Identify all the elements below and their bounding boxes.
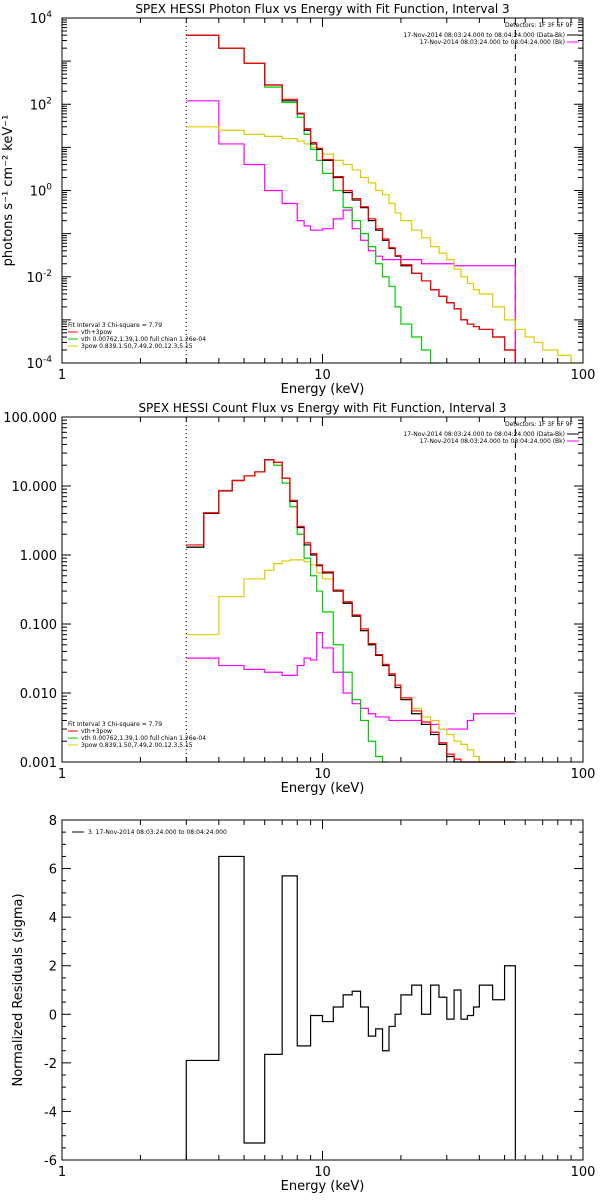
series-line-1: [186, 34, 516, 363]
y-tick-label: 10-4: [26, 355, 52, 372]
y-tick-label: 4: [49, 911, 57, 926]
y-tick-exponent: 2: [46, 96, 52, 106]
legend-label: 17-Nov-2014 08:03:24.000 to 08:04:24.000…: [403, 431, 565, 438]
fit-legend-header: Fit Interval 3 Chi-square = 7.79: [68, 322, 162, 329]
y-tick-label: 8: [49, 814, 57, 829]
fit-legend-label: vth 0.00762,1.39,1.00 full chian 1.26e-0…: [81, 735, 206, 742]
y-tick-base: 10: [30, 98, 47, 113]
y-tick-label: 6: [49, 863, 57, 878]
x-axis-label: Energy (keV): [281, 382, 365, 397]
y-tick-label: 100.000: [3, 411, 57, 426]
y-tick-base: 10: [30, 12, 47, 27]
x-tick-label: 10: [314, 368, 331, 383]
x-tick-label: 1: [58, 368, 66, 383]
y-tick-exponent: 4: [46, 10, 52, 20]
fit-legend-label: 3pow 0.839,1.50,7.49,2.00,12.3,5.15: [81, 742, 193, 749]
y-tick-label: 0.001: [20, 756, 57, 771]
legend-label: 17-Nov-2014 08:03:24.000 to 08:04:24.000…: [420, 438, 565, 445]
plot-frame: [61, 17, 584, 364]
x-tick-label: 1: [58, 767, 66, 782]
series-line-4: [186, 632, 516, 730]
y-tick-exponent: -2: [43, 269, 52, 279]
fit-legend-label: vth 0.00762,1.39,1.00 full chian 1.26e-0…: [81, 336, 206, 343]
y-tick-label: -4: [44, 1105, 57, 1120]
legend-label: 17-Nov-2014 08:03:24.000 to 08:04:24.000…: [420, 39, 565, 46]
series-line-2: [186, 459, 389, 763]
y-tick-label: 0.100: [20, 618, 57, 633]
x-tick-label: 1: [58, 1165, 66, 1180]
x-tick-label: 10: [314, 767, 331, 782]
chart-panel-3: 1 10 100 Energy (keV) -6 -4 -2 0 2 4 6 8 Normalized …: [11, 814, 595, 1194]
fit-legend-label: 3pow 0.839,1.50,7.49,2.00,12.3,5.15: [81, 343, 193, 350]
x-axis-label: Energy (keV): [281, 781, 365, 796]
y-tick-label: 0: [49, 1008, 57, 1023]
y-tick-base: 10: [26, 271, 43, 286]
y-tick-label: 10-2: [26, 269, 52, 286]
y-tick-label: 10.000: [12, 480, 58, 495]
chart-panel-1: SPEX HESSI Photon Flux vs Energy with Fi…: [1, 2, 595, 397]
chart-title: SPEX HESSI Count Flux vs Energy with Fit…: [138, 401, 506, 415]
y-axis-label: photons s⁻¹ cm⁻² keV⁻¹: [1, 115, 16, 267]
y-tick-base: 10: [26, 357, 43, 372]
legend-label: 17-Nov-2014 08:03:24.000 to 08:04:24.000…: [403, 32, 565, 39]
y-tick-base: 10: [30, 185, 47, 200]
y-tick-label: 0.010: [20, 687, 57, 702]
legend-label: 3. 17-Nov-2014 08:03:24.000 to 08:04:24.…: [88, 829, 227, 836]
legend-header: Detectors: 1F 3F 6F 9F: [505, 421, 574, 428]
x-tick-label: 100: [571, 1165, 596, 1180]
series-line-0: [186, 459, 516, 763]
y-tick-label: 102: [30, 96, 52, 113]
chart-title: SPEX HESSI Photon Flux vs Energy with Fi…: [135, 2, 509, 16]
y-tick-label: -2: [44, 1057, 57, 1072]
x-tick-label: 100: [571, 368, 596, 383]
series-line-2: [186, 34, 439, 364]
y-tick-label: -6: [44, 1154, 57, 1169]
y-tick-label: 104: [30, 10, 53, 27]
y-tick-label: 2: [49, 960, 57, 975]
plot-frame: [61, 819, 584, 1161]
fit-legend-label: vth+3pow: [81, 728, 112, 735]
y-tick-label: 100: [30, 183, 53, 200]
chart-panel-2: SPEX HESSI Count Flux vs Energy with Fit…: [3, 401, 595, 796]
series-line-3: [186, 559, 516, 763]
series-line-1: [186, 459, 516, 763]
y-tick-exponent: 0: [46, 183, 52, 193]
series-line-4: [186, 100, 516, 363]
fit-legend-label: vth+3pow: [81, 329, 112, 336]
x-axis-label: Energy (keV): [281, 1179, 365, 1194]
series-line-0: [186, 34, 516, 363]
plot-frame: [61, 416, 584, 763]
series-line-3: [186, 126, 583, 364]
y-axis-label: Normalized Residuals (sigma): [11, 893, 26, 1086]
y-tick-label: 1.000: [20, 549, 57, 564]
legend-header: Detectors: 1F 3F 6F 9F: [505, 22, 574, 29]
series-line-0: [185, 855, 516, 1160]
y-tick-exponent: -4: [43, 355, 52, 365]
fit-legend-header: Fit Interval 3 Chi-square = 7.79: [68, 721, 162, 728]
x-tick-label: 10: [314, 1165, 331, 1180]
x-tick-label: 100: [571, 767, 596, 782]
